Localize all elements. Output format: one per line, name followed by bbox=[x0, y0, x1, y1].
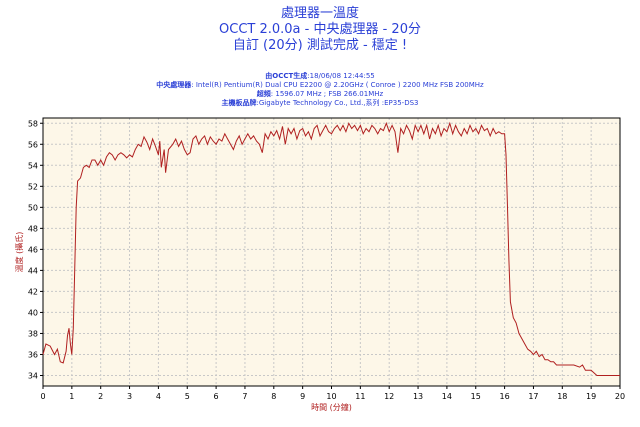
y-axis-ticks: 34 36 38 40 42 44 46 48 50 52 54 56 58 bbox=[28, 119, 43, 380]
x-tick-label: 19 bbox=[586, 392, 596, 401]
x-tick-label: 8 bbox=[271, 392, 276, 401]
cpu-label: 中央處理器 bbox=[156, 81, 192, 89]
x-tick-label: 7 bbox=[242, 392, 247, 401]
y-tick-label: 42 bbox=[28, 287, 38, 296]
x-tick-label: 20 bbox=[615, 392, 625, 401]
y-tick-label: 36 bbox=[28, 350, 38, 359]
x-tick-label: 2 bbox=[98, 392, 103, 401]
y-tick-label: 34 bbox=[28, 371, 38, 380]
system-info: 由OCCT生成:18/06/08 12:44:55 中央處理器: Intel(R… bbox=[0, 72, 640, 108]
x-tick-label: 4 bbox=[156, 392, 161, 401]
chart-title-block: 處理器一溫度 OCCT 2.0.0a - 中央處理器 - 20分 自訂 (20分… bbox=[0, 6, 640, 54]
freq-label: 超頻 bbox=[256, 90, 271, 98]
y-tick-label: 54 bbox=[28, 161, 38, 170]
freq-line: 超頻: 1596.07 MHz ; FSB 266.01MHz bbox=[0, 90, 640, 99]
x-tick-label: 0 bbox=[40, 392, 45, 401]
temperature-series-line bbox=[42, 121, 620, 376]
x-tick-label: 1 bbox=[69, 392, 74, 401]
x-tick-label: 11 bbox=[355, 392, 365, 401]
freq-value: : 1596.07 MHz ; FSB 266.01MHz bbox=[270, 90, 384, 98]
y-tick-label: 38 bbox=[28, 329, 38, 338]
x-tick-label: 3 bbox=[127, 392, 132, 401]
generated-label: 由OCCT生成 bbox=[265, 72, 308, 80]
generated-value: :18/06/08 12:44:55 bbox=[307, 72, 375, 80]
x-tick-label: 15 bbox=[471, 392, 481, 401]
y-tick-label: 48 bbox=[28, 224, 38, 233]
x-tick-label: 16 bbox=[500, 392, 510, 401]
cpu-line: 中央處理器: Intel(R) Pentium(R) Dual CPU E220… bbox=[0, 81, 640, 90]
board-label: 主機板品牌 bbox=[221, 99, 257, 107]
x-tick-label: 13 bbox=[413, 392, 423, 401]
board-value: :Gigabyte Technology Co., Ltd.,系列 :EP35-… bbox=[256, 99, 419, 107]
y-tick-label: 40 bbox=[28, 308, 38, 317]
y-tick-label: 52 bbox=[28, 182, 38, 191]
generated-line: 由OCCT生成:18/06/08 12:44:55 bbox=[0, 72, 640, 81]
y-tick-label: 46 bbox=[28, 245, 38, 254]
x-tick-label: 5 bbox=[185, 392, 190, 401]
cpu-value: : Intel(R) Pentium(R) Dual CPU E2200 @ 2… bbox=[191, 81, 484, 89]
y-axis-label: 溫度 (攝氏) bbox=[14, 232, 24, 273]
x-tick-label: 17 bbox=[528, 392, 538, 401]
x-tick-label: 10 bbox=[326, 392, 336, 401]
x-axis-label: 時間 (分鐘) bbox=[311, 402, 352, 412]
x-tick-label: 12 bbox=[384, 392, 394, 401]
y-tick-label: 58 bbox=[28, 119, 38, 128]
chart-title: 處理器一溫度 bbox=[280, 6, 359, 21]
x-axis-ticks: 0 1 2 3 4 5 6 7 8 9 10 11 12 13 14 15 16 17 18 19 20 bbox=[40, 386, 625, 401]
x-tick-label: 14 bbox=[442, 392, 452, 401]
chart-subtitle: OCCT 2.0.0a - 中央處理器 - 20分 bbox=[219, 22, 421, 37]
x-tick-label: 9 bbox=[300, 392, 305, 401]
board-line: 主機板品牌:Gigabyte Technology Co., Ltd.,系列 :… bbox=[0, 99, 640, 108]
test-status: 自訂 (20分) 測試完成 - 穩定 ! bbox=[232, 38, 408, 53]
x-tick-label: 6 bbox=[214, 392, 219, 401]
y-tick-label: 44 bbox=[28, 266, 38, 275]
x-tick-label: 18 bbox=[557, 392, 567, 401]
y-tick-label: 50 bbox=[28, 203, 38, 212]
y-tick-label: 56 bbox=[28, 140, 38, 149]
